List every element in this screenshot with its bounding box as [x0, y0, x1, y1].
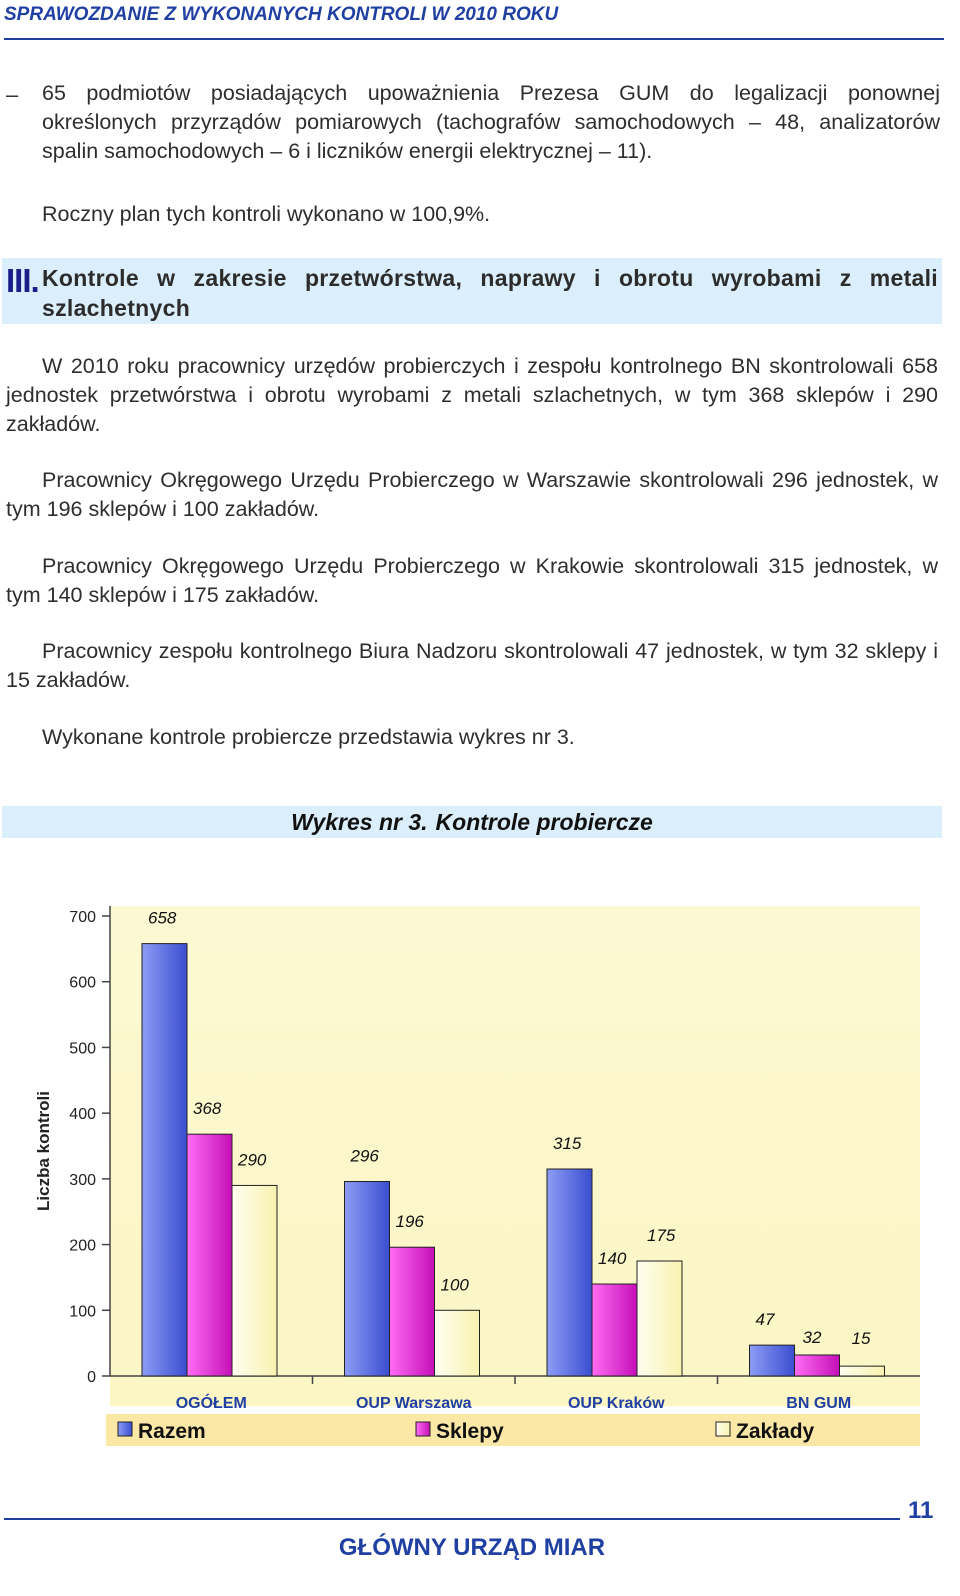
- y-tick-label: 700: [69, 909, 96, 926]
- bar-razem: [546, 1168, 593, 1377]
- bar-zakłady: [636, 1260, 683, 1377]
- section-number: III.: [6, 262, 40, 299]
- bar-zakłady: [231, 1184, 278, 1377]
- y-tick-label: 500: [69, 1040, 96, 1057]
- data-label: 175: [647, 1226, 676, 1245]
- bar-razem: [141, 943, 188, 1377]
- bar-sklepy: [591, 1283, 638, 1377]
- y-axis-title: Liczba kontroli: [34, 1091, 53, 1211]
- paragraph-krakow: Pracownicy Okręgowego Urzędu Probierczeg…: [6, 554, 938, 607]
- data-label: 296: [350, 1146, 380, 1165]
- legend-label: Sklepy: [436, 1420, 504, 1443]
- running-header: SPRAWOZDANIE Z WYKONANYCH KONTROLI W 201…: [4, 4, 559, 25]
- data-label: 658: [148, 909, 177, 928]
- data-label: 290: [237, 1150, 267, 1169]
- bar-chart: 0 100 200 300 400 500 600 700 Liczba kontroli 658…: [34, 906, 920, 1446]
- data-label: 32: [803, 1328, 822, 1347]
- bar-sklepy: [389, 1246, 435, 1377]
- x-category-label: OUP Kraków: [568, 1395, 665, 1412]
- x-category-label: BN GUM: [786, 1395, 851, 1412]
- bar-sklepy: [186, 1133, 233, 1377]
- bar-zakłady: [434, 1309, 480, 1377]
- y-tick-label: 300: [69, 1172, 96, 1189]
- legend-swatch-razem: [117, 1421, 133, 1437]
- legend-swatch-zakłady: [715, 1421, 731, 1437]
- y-tick-label: 200: [69, 1238, 96, 1255]
- y-tick-label: 600: [69, 975, 96, 992]
- x-category-label: OUP Warszawa: [356, 1395, 472, 1412]
- data-label: 15: [852, 1329, 871, 1348]
- data-label: 140: [598, 1249, 627, 1268]
- legend-label: Razem: [138, 1420, 206, 1443]
- y-tick-label: 100: [69, 1303, 96, 1320]
- legend: [106, 1414, 920, 1446]
- y-tick-label: 400: [69, 1106, 96, 1123]
- bullet-dash: –: [6, 82, 19, 107]
- paragraph-biuro-nadzoru: Pracownicy zespołu kontrolnego Biura Nad…: [6, 639, 938, 692]
- bullet-paragraph: 65 podmiotów posiadających upoważnienia …: [42, 81, 940, 163]
- figure-caption-band: [2, 806, 942, 838]
- header-rule: [4, 38, 944, 40]
- legend-label: Zakłady: [736, 1420, 815, 1443]
- section-heading-band: [2, 258, 942, 324]
- section-title: Kontrole w zakresie przetwórstwa, napraw…: [42, 265, 938, 321]
- page-number: 11: [908, 1497, 934, 1524]
- legend-swatch-sklepy: [415, 1421, 431, 1437]
- bar-sklepy: [794, 1354, 840, 1377]
- figure-caption: Wykres nr 3. Kontrole probiercze: [2, 806, 942, 838]
- bar-razem: [344, 1180, 390, 1377]
- figure-caption-text: Kontrole probiercze: [435, 809, 653, 835]
- data-label: 368: [193, 1099, 222, 1118]
- figure-label: Wykres nr 3.: [291, 809, 428, 835]
- footer-organization: GŁÓWNY URZĄD MIAR: [338, 1534, 606, 1561]
- paragraph-summary: W 2010 roku pracownicy urzędów probiercz…: [6, 354, 938, 436]
- bar-razem: [749, 1344, 795, 1377]
- footer-rule: [4, 1518, 900, 1520]
- data-label: 100: [441, 1275, 470, 1294]
- bar-zakłady: [839, 1365, 885, 1377]
- paragraph-chart-reference: Wykonane kontrole probiercze przedstawia…: [42, 725, 575, 749]
- data-label: 47: [756, 1310, 775, 1329]
- data-label: 315: [553, 1134, 582, 1153]
- paragraph-warszawa: Pracownicy Okręgowego Urzędu Probierczeg…: [6, 468, 938, 521]
- y-tick-label: 0: [87, 1369, 96, 1386]
- plan-execution-line: Roczny plan tych kontroli wykonano w 100…: [42, 202, 491, 226]
- x-category-label: OGÓŁEM: [176, 1393, 247, 1412]
- data-label: 196: [396, 1212, 425, 1231]
